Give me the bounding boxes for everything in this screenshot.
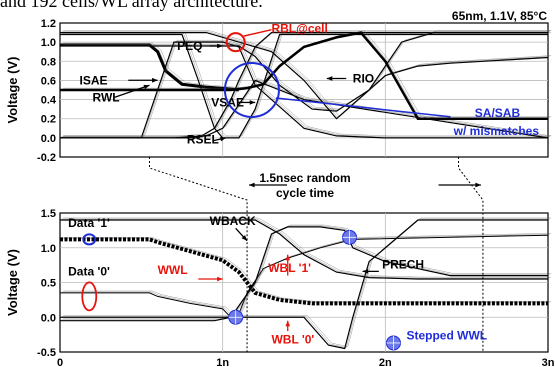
caption-fragment: and 192 cells/WL array architecture. [0,0,263,11]
panel1-trace-1-spread [63,39,552,137]
rbl-cell-circle [225,32,246,53]
panel2-series-data-1- [60,237,548,306]
panel1-trace-4-spread [61,79,550,138]
panel2-y-tick-label: -0.5 [37,347,56,359]
panel2-x-tick-label: 0 [57,357,63,367]
panel2-annotation-label: WBL '1' [268,261,311,275]
panel2-y-tick-label: 1.5 [41,208,56,220]
panel1-trace-1-spread [61,40,550,138]
panel1-y-tick-label: 0.2 [41,114,56,126]
panel1-annotation-label: RIO [353,71,374,85]
panel2-trace-0-spread [63,237,552,302]
rbl-cell-pointer [243,28,272,37]
panel2-trace-4-spread [61,218,550,279]
panel1-series-rbl [60,32,548,120]
rwl-arrow [113,84,150,99]
panel1-series-sa-sab [60,31,548,120]
panel1-y-tick-label: 0.8 [41,56,56,68]
panel1-y-axis-label: Voltage (V) [5,57,20,124]
sa-sab-pointer [275,97,451,118]
panel2-annotation-label: WBL '0' [271,333,314,347]
panel2-annotation-label: Data '0' [68,265,110,279]
panel1-series-rwl [60,41,548,139]
prech-arrow-head [362,269,369,274]
cycle-guide-right [458,157,484,352]
rwl-arrow-head [143,84,150,90]
panel1-y-tick-label: 0.6 [41,75,56,87]
panel1-annotation-label: RBL@cell [271,22,327,36]
cycle-arrow-right-head [475,182,481,188]
wback-arrow-head [241,235,248,241]
panel2-series-wback [60,219,548,280]
panel1-series-peq [60,33,548,139]
panel1-annotation-label: RSEL [187,133,219,147]
cycle-time-label-line1: 1.5nsec random [259,171,350,185]
panel2-x-tick-label: 1n [216,357,229,367]
panel1-annotation-label: ISAE [80,73,108,87]
panel1-annotation-label: w/ mismatches [453,124,540,138]
panel2-annotation-label: PRECH [382,258,424,272]
cycle-guide-left [148,157,248,352]
rio-arrow-head [326,76,333,81]
panel2-y-tick-label: 0.5 [41,278,56,290]
wwl-arrow-head [217,276,223,282]
panel2-y-axis-label: Voltage (V) [5,249,20,316]
panel1-y-tick-label: 0.0 [41,133,56,145]
panel2-y-tick-label: 1.0 [41,243,56,255]
panel2-trace-1-spread [63,233,552,316]
data0-marker-ellipse [81,281,98,312]
cycle-arrow-left-head [249,182,255,188]
rsel-arrow-head [220,136,226,142]
panel2-annotation-label: Stepped WWL [406,328,487,342]
panel2-series-prech [60,219,548,350]
panel1-annotation-label: SA/SAB [475,106,521,120]
panel2-y-tick-label: 0.0 [41,312,56,324]
panel1-y-tick-label: -0.2 [37,152,56,164]
panel1-y-tick-label: 1.2 [41,18,56,30]
panel1-y-tick-label: 0.4 [41,95,57,107]
panel1-trace-2-spread [61,33,550,138]
wbl0-arrow-head [285,320,291,327]
isae-arrow-head [152,77,158,83]
conditions-label: 65nm, 1.1V, 85°C [451,9,547,23]
panel1-annotation-label: RWL [93,90,120,104]
panel2-x-tick-label: 2n [379,357,392,367]
peq-arrow-head [217,43,223,49]
panel1-trace-2-spread [63,32,552,137]
panel2-annotation-label: Data '1' [68,216,110,230]
panel2-trace-4-spread [63,217,552,278]
panel1-trace-6-spread [63,30,552,118]
panel1-series-rsel [60,79,549,139]
panel1-y-tick-label: 1.0 [41,37,56,49]
panel2-x-tick-label: 3n [542,357,555,367]
wbl1-arrow-head [285,254,291,261]
panel2-annotation-label: WBACK [210,214,256,228]
sa-sab-circle [223,62,280,118]
panel2-annotation-label: WWL [158,263,188,277]
panel1-annotation-label: PEQ [177,39,202,53]
data1-marker-circle [82,233,97,246]
panel1-trace-4-spread [63,78,552,137]
cycle-time-label-line2: cycle time [276,186,334,200]
vsae-arrow-head [249,100,256,105]
